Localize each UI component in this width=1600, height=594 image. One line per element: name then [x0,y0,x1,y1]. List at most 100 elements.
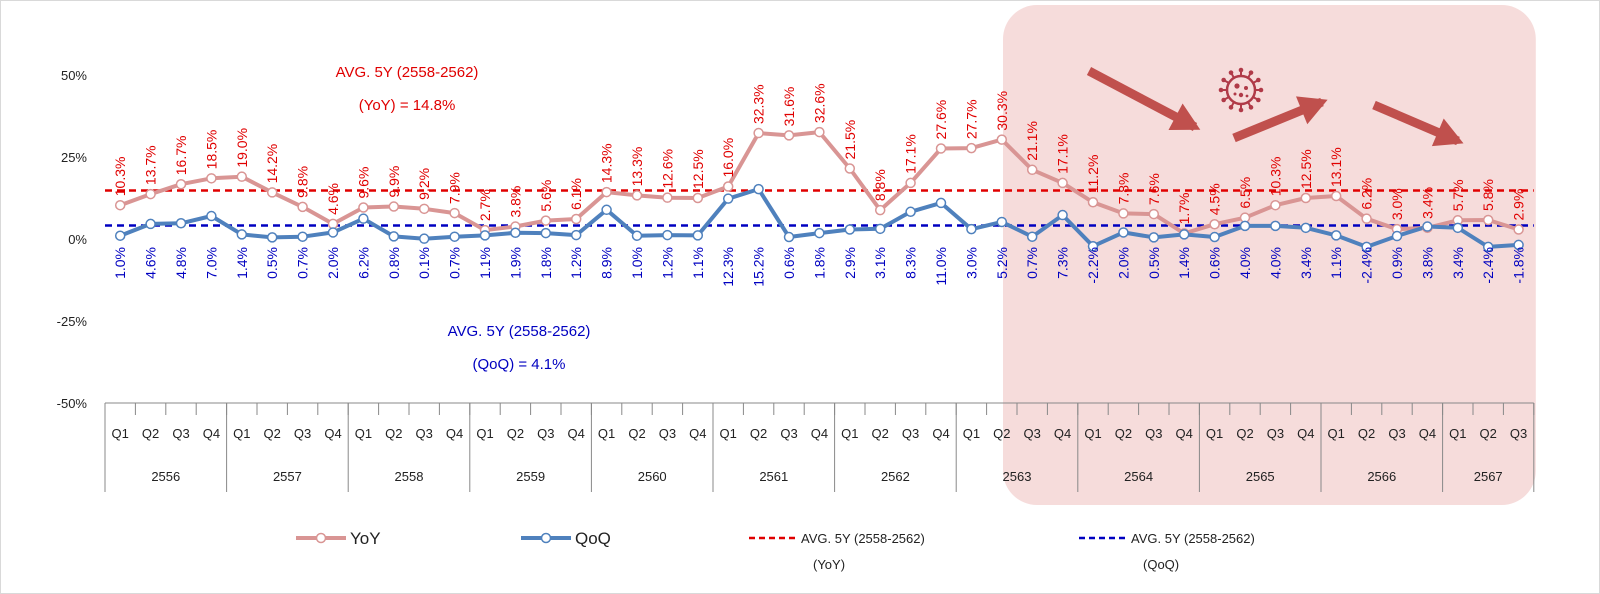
virus-spike-tip [1221,97,1226,103]
yoy-data-label: 21.1% [1024,121,1040,161]
quarter-label: Q1 [1084,426,1101,441]
yoy-data-label: 13.3% [629,147,645,187]
virus-spike-tip [1238,107,1244,113]
qoq-marker [1422,221,1433,232]
yoy-data-label: 5.7% [1450,179,1466,211]
virus-dot [1234,83,1240,89]
qoq-marker [1270,220,1281,232]
year-label: 2561 [759,469,788,484]
trend-arrow-up-head [1296,96,1328,125]
qoq-data-label: 3.4% [1298,247,1314,279]
yoy-marker [1087,197,1099,208]
yoy-marker [236,171,248,182]
quarter-label: Q1 [233,426,250,441]
virus-icon [1218,67,1264,113]
yoy-marker [358,202,369,213]
qoq-data-label: 4.8% [173,247,189,279]
qoq-marker [753,183,764,195]
y-tick-label: 50% [61,68,87,83]
qoq-marker [1300,222,1312,234]
qoq-data-label: 2.0% [1115,247,1131,279]
qoq-data-label: 0.1% [416,247,432,279]
legend-label: QoQ [575,529,611,548]
quarter-label: Q3 [1510,426,1527,441]
legend-item: QoQ [521,529,611,548]
yoy-marker [814,126,825,138]
virus-spike-tip [1248,105,1254,110]
qoq-marker [327,227,339,238]
yoy-data-label: 6.2% [1359,178,1375,210]
yoy-data-label: 13.7% [143,145,159,185]
qoq-data-label: 3.8% [1419,247,1435,279]
y-tick-label: 0% [68,232,87,247]
quarter-label: Q2 [1236,426,1253,441]
yoy-data-label: 16.0% [720,138,736,178]
virus-dot [1245,94,1249,98]
qoq-data-label: 0.5% [264,247,280,279]
legend-item: YoY [296,529,381,548]
year-label: 2564 [1124,469,1153,484]
quarter-label: Q4 [446,426,463,441]
legend-item: AVG. 5Y (2558-2562) (YoY) [749,531,925,572]
qoq-marker [814,227,825,239]
qoq-data-label: 0.6% [1207,247,1223,279]
qoq-data-label: 1.4% [234,247,250,279]
quarter-label: Q4 [1297,426,1314,441]
yoy-data-label: 21.5% [842,120,858,160]
quarter-label: Q1 [112,426,129,441]
yoy-data-label: 14.2% [264,144,280,184]
quarter-label: Q4 [1176,426,1193,441]
qoq-data-label: 0.7% [1024,247,1040,279]
qoq-marker [1118,227,1129,238]
qoq-data-label: 3.4% [1450,247,1466,279]
yoy-data-label: 7.6% [1146,173,1162,205]
yoy-data-label: 10.3% [112,157,128,197]
yoy-marker [145,188,156,200]
qoq-data-label: 2.0% [325,247,341,279]
qoq-data-label: 1.8% [811,247,827,279]
quarter-label: Q3 [1388,426,1405,441]
qoq-data-label: 1.1% [1328,247,1344,279]
quarter-label: Q2 [1115,426,1132,441]
quarter-label: Q2 [1480,426,1497,441]
qoq-marker [1482,241,1494,253]
year-label: 2558 [395,469,424,484]
quarter-label: Q3 [1024,426,1041,441]
qoq-marker [1209,231,1220,243]
qoq-data-label: 0.7% [447,247,463,279]
qoq-data-label: 7.0% [203,247,219,279]
quarter-label: Q2 [507,426,524,441]
yoy-data-label: 18.5% [203,130,219,170]
avg-annotation: (QoQ) = 4.1% [473,356,566,373]
yoy-marker [753,127,764,139]
yoy-marker [905,177,916,189]
qoq-data-label: 1.0% [629,247,645,279]
legend-marker [540,532,552,544]
yoy-marker [722,181,734,192]
yoy-data-label: 27.6% [933,100,949,140]
qoq-marker [1026,231,1038,242]
quarter-label: Q2 [264,426,281,441]
yoy-marker [1209,218,1220,230]
trend-arrow-down-head [1168,103,1201,130]
qoq-data-label: 1.9% [507,247,523,279]
quarter-label: Q1 [1328,426,1345,441]
trend-arrow-down-head [1431,118,1464,147]
qoq-data-label: 0.9% [1389,247,1405,279]
qoq-marker [114,230,126,241]
qoq-data-label: 1.2% [568,247,584,279]
qoq-marker [266,232,278,243]
quarter-label: Q3 [780,426,797,441]
quarter-label: Q3 [416,426,433,441]
yoy-marker [297,201,308,213]
yoy-marker [601,186,612,198]
yoy-marker [1270,199,1281,211]
yoy-marker [114,199,126,211]
year-label: 2567 [1474,469,1503,484]
yoy-marker [662,192,673,203]
yoy-data-label: 7.9% [447,172,463,204]
quarter-label: Q4 [203,426,220,441]
quarter-label: Q2 [142,426,159,441]
yoy-marker [1057,177,1068,189]
yoy-marker [692,192,704,204]
